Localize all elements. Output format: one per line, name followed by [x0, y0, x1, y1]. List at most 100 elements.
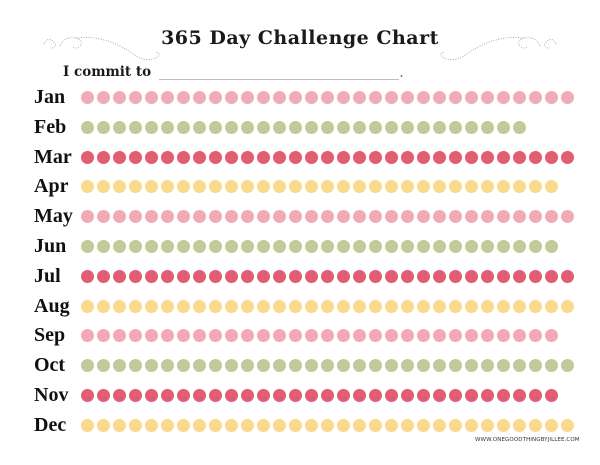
day-dot[interactable]	[545, 150, 558, 164]
day-dot[interactable]	[97, 269, 110, 283]
day-dot[interactable]	[529, 389, 542, 402]
day-dot[interactable]	[81, 91, 94, 104]
day-dot[interactable]	[241, 389, 254, 402]
day-dot[interactable]	[497, 150, 510, 164]
day-dot[interactable]	[497, 418, 510, 432]
day-dot[interactable]	[241, 210, 254, 224]
day-dot[interactable]	[385, 418, 398, 432]
day-dot[interactable]	[321, 269, 334, 283]
day-dot[interactable]	[481, 299, 494, 313]
day-dot[interactable]	[369, 418, 382, 432]
day-dot[interactable]	[145, 389, 158, 402]
day-dot[interactable]	[193, 269, 206, 283]
day-dot[interactable]	[305, 418, 318, 432]
day-dot[interactable]	[465, 150, 478, 164]
day-dot[interactable]	[161, 180, 174, 194]
day-dot[interactable]	[513, 240, 526, 253]
day-dot[interactable]	[465, 389, 478, 402]
day-dot[interactable]	[241, 359, 254, 373]
day-dot[interactable]	[497, 120, 510, 134]
day-dot[interactable]	[161, 389, 174, 402]
day-dot[interactable]	[513, 150, 526, 164]
day-dot[interactable]	[465, 269, 478, 283]
day-dot[interactable]	[273, 299, 286, 313]
day-dot[interactable]	[161, 329, 174, 343]
day-dot[interactable]	[545, 418, 558, 432]
day-dot[interactable]	[481, 150, 494, 164]
day-dot[interactable]	[273, 210, 286, 224]
day-dot[interactable]	[273, 91, 286, 104]
day-dot[interactable]	[209, 91, 222, 104]
day-dot[interactable]	[401, 150, 414, 164]
day-dot[interactable]	[545, 329, 558, 343]
day-dot[interactable]	[417, 120, 430, 134]
day-dot[interactable]	[305, 269, 318, 283]
day-dot[interactable]	[97, 150, 110, 164]
day-dot[interactable]	[529, 150, 542, 164]
day-dot[interactable]	[161, 299, 174, 313]
day-dot[interactable]	[225, 150, 238, 164]
day-dot[interactable]	[289, 91, 302, 104]
day-dot[interactable]	[337, 329, 350, 343]
day-dot[interactable]	[177, 240, 190, 253]
day-dot[interactable]	[369, 91, 382, 104]
day-dot[interactable]	[193, 418, 206, 432]
day-dot[interactable]	[321, 150, 334, 164]
day-dot[interactable]	[449, 91, 462, 104]
day-dot[interactable]	[433, 389, 446, 402]
day-dot[interactable]	[257, 91, 270, 104]
day-dot[interactable]	[545, 180, 558, 194]
day-dot[interactable]	[289, 120, 302, 134]
day-dot[interactable]	[273, 269, 286, 283]
day-dot[interactable]	[145, 269, 158, 283]
day-dot[interactable]	[305, 299, 318, 313]
day-dot[interactable]	[337, 91, 350, 104]
day-dot[interactable]	[145, 150, 158, 164]
day-dot[interactable]	[305, 91, 318, 104]
day-dot[interactable]	[273, 359, 286, 373]
day-dot[interactable]	[433, 359, 446, 373]
day-dot[interactable]	[273, 329, 286, 343]
day-dot[interactable]	[257, 120, 270, 134]
day-dot[interactable]	[433, 269, 446, 283]
day-dot[interactable]	[465, 180, 478, 194]
day-dot[interactable]	[529, 269, 542, 283]
day-dot[interactable]	[161, 150, 174, 164]
day-dot[interactable]	[401, 269, 414, 283]
day-dot[interactable]	[145, 329, 158, 343]
day-dot[interactable]	[81, 180, 94, 194]
day-dot[interactable]	[241, 150, 254, 164]
day-dot[interactable]	[225, 418, 238, 432]
day-dot[interactable]	[97, 299, 110, 313]
day-dot[interactable]	[257, 299, 270, 313]
day-dot[interactable]	[433, 210, 446, 224]
day-dot[interactable]	[417, 418, 430, 432]
day-dot[interactable]	[481, 329, 494, 343]
day-dot[interactable]	[225, 329, 238, 343]
day-dot[interactable]	[353, 329, 366, 343]
day-dot[interactable]	[337, 180, 350, 194]
day-dot[interactable]	[193, 120, 206, 134]
day-dot[interactable]	[81, 389, 94, 402]
day-dot[interactable]	[241, 120, 254, 134]
day-dot[interactable]	[305, 389, 318, 402]
day-dot[interactable]	[497, 91, 510, 104]
day-dot[interactable]	[113, 269, 126, 283]
day-dot[interactable]	[529, 418, 542, 432]
day-dot[interactable]	[225, 359, 238, 373]
day-dot[interactable]	[513, 359, 526, 373]
day-dot[interactable]	[257, 389, 270, 402]
day-dot[interactable]	[497, 180, 510, 194]
day-dot[interactable]	[529, 329, 542, 343]
day-dot[interactable]	[129, 269, 142, 283]
day-dot[interactable]	[385, 389, 398, 402]
day-dot[interactable]	[209, 120, 222, 134]
day-dot[interactable]	[465, 210, 478, 224]
day-dot[interactable]	[193, 299, 206, 313]
day-dot[interactable]	[385, 91, 398, 104]
day-dot[interactable]	[81, 329, 94, 343]
day-dot[interactable]	[449, 299, 462, 313]
day-dot[interactable]	[369, 299, 382, 313]
day-dot[interactable]	[161, 91, 174, 104]
day-dot[interactable]	[385, 299, 398, 313]
